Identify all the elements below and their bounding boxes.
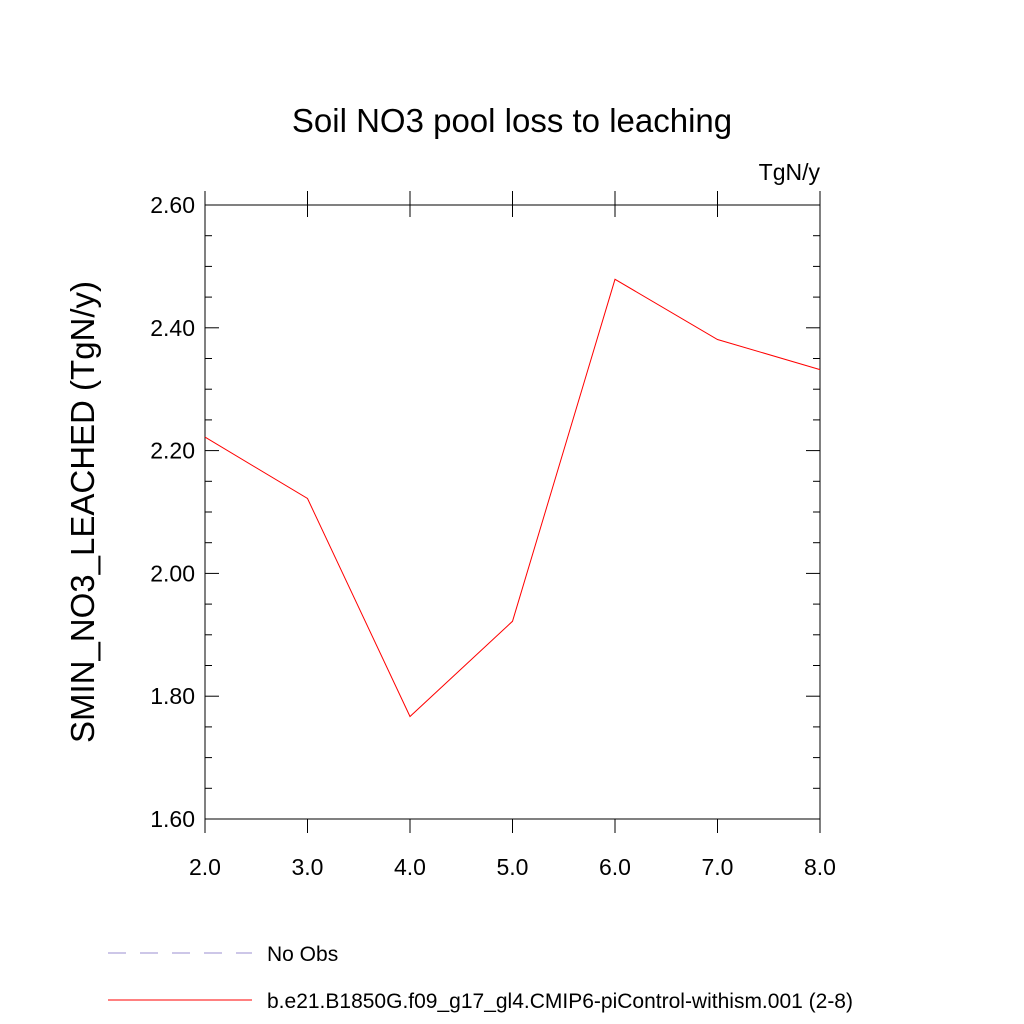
x-tick-label: 7.0 xyxy=(702,854,734,880)
x-tick-label: 8.0 xyxy=(804,854,836,880)
legend-label: b.e21.B1850G.f09_g17_gl4.CMIP6-piControl… xyxy=(267,990,853,1013)
x-tick-label: 3.0 xyxy=(292,854,324,880)
x-axis-ticks: 2.0 3.0 4.0 5.0 6.0 7.0 8.0 xyxy=(189,191,836,880)
y-tick-label: 2.60 xyxy=(150,192,195,218)
series-line xyxy=(204,278,821,718)
y-tick-label: 2.20 xyxy=(150,438,195,464)
y-axis-ticks: 1.60 1.80 2.00 2.20 2.40 2.60 xyxy=(150,192,820,832)
units-label: TgN/y xyxy=(759,159,821,185)
x-tick-label: 5.0 xyxy=(497,854,529,880)
y-tick-label: 2.40 xyxy=(150,315,195,341)
x-tick-label: 2.0 xyxy=(189,854,221,880)
y-tick-label: 1.80 xyxy=(150,683,195,709)
y-axis-label: SMIN_NO3_LEACHED (TgN/y) xyxy=(64,281,101,743)
legend-label: No Obs xyxy=(267,943,338,966)
x-tick-label: 6.0 xyxy=(599,854,631,880)
x-tick-label: 4.0 xyxy=(394,854,426,880)
series-group xyxy=(204,278,821,718)
chart-title: Soil NO3 pool loss to leaching xyxy=(292,102,732,139)
legend: No Obs b.e21.B1850G.f09_g17_gl4.CMIP6-piC… xyxy=(108,943,853,1013)
y-tick-label: 1.60 xyxy=(150,806,195,832)
plot-frame xyxy=(204,204,821,820)
y-tick-label: 2.00 xyxy=(150,560,195,586)
plot-area: 1.60 1.80 2.00 2.20 2.40 2.60 2.0 3.0 4.0 5.0 6.0… xyxy=(150,191,836,880)
